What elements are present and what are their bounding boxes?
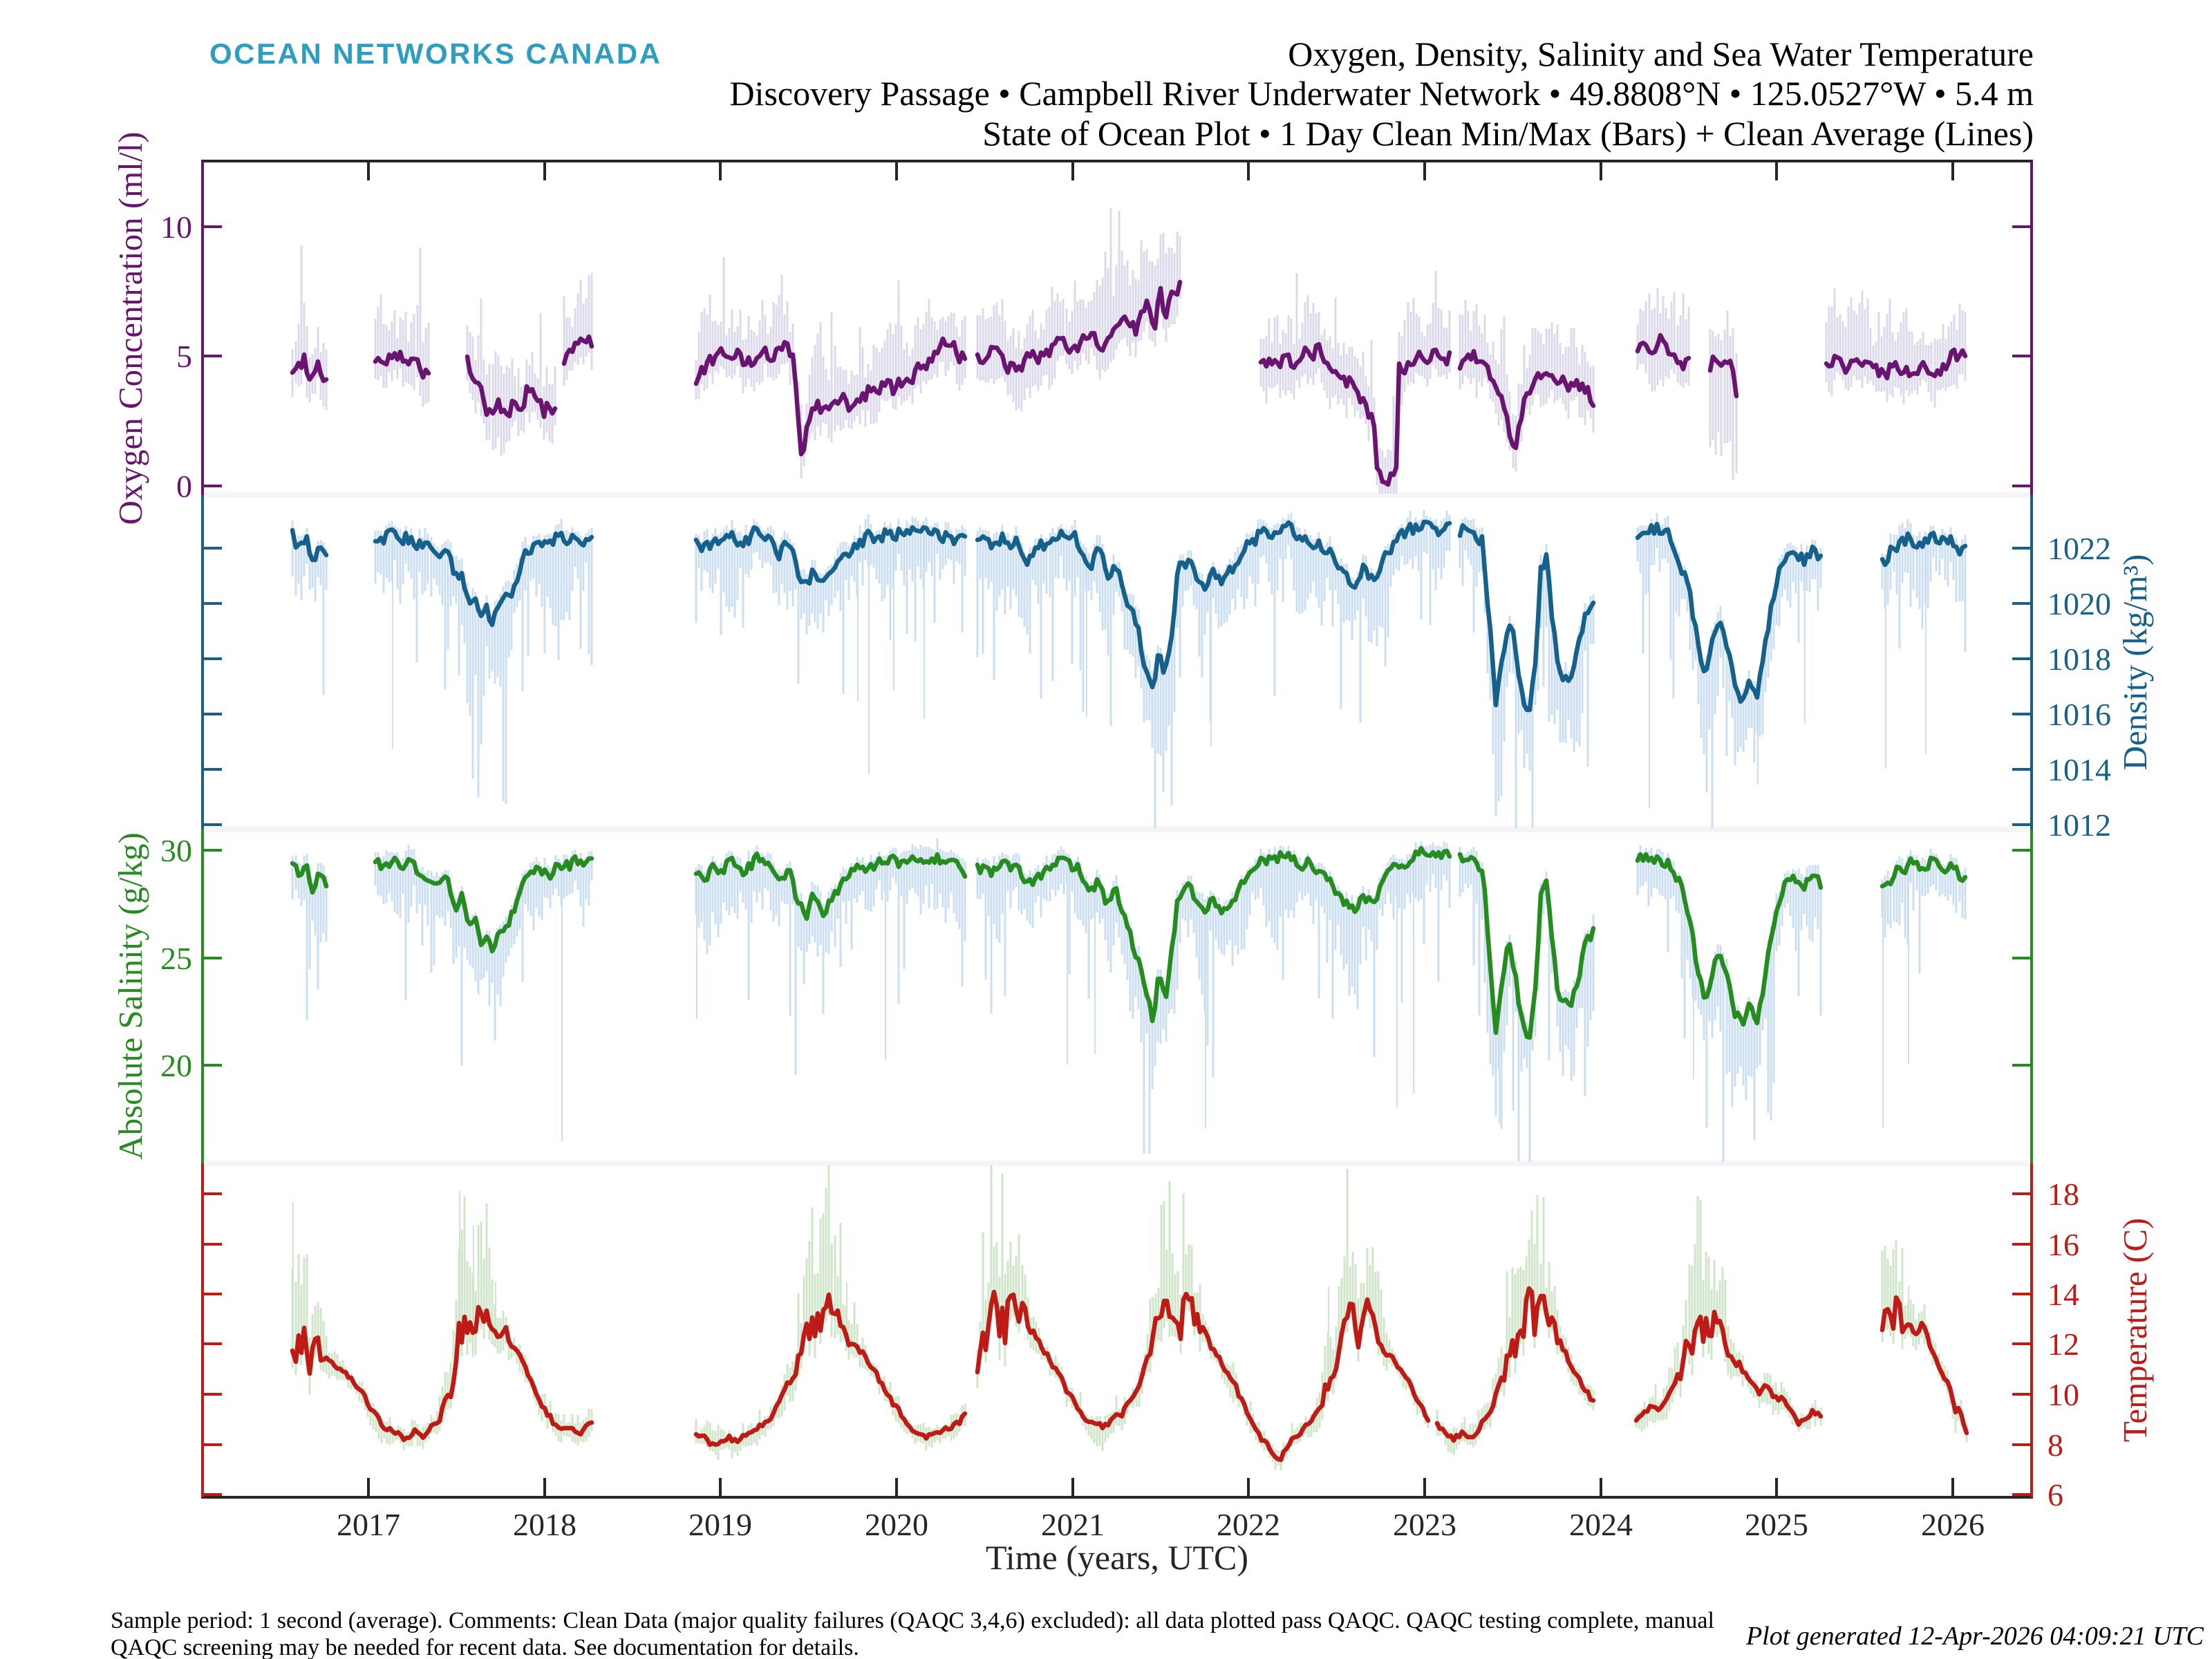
svg-text:Discovery Passage • Campbell R: Discovery Passage • Campbell River Under…	[729, 74, 2034, 113]
svg-text:2017: 2017	[337, 1507, 400, 1542]
svg-text:Density (kg/m³): Density (kg/m³)	[2116, 554, 2154, 771]
svg-text:10: 10	[160, 209, 192, 245]
svg-text:5: 5	[176, 339, 192, 374]
svg-text:8: 8	[2047, 1427, 2063, 1463]
svg-text:14: 14	[2047, 1277, 2079, 1312]
svg-text:1018: 1018	[2047, 641, 2111, 677]
svg-text:1016: 1016	[2047, 697, 2111, 732]
svg-text:Time (years, UTC): Time (years, UTC)	[986, 1538, 1248, 1577]
svg-text:2022: 2022	[1217, 1507, 1280, 1542]
svg-text:12: 12	[2047, 1327, 2079, 1362]
svg-text:1014: 1014	[2047, 752, 2111, 787]
svg-text:QAQC screening may be needed f: QAQC screening may be needed for recent …	[111, 1635, 859, 1659]
svg-text:State of Ocean Plot • 1 Day Cl: State of Ocean Plot • 1 Day Clean Min/Ma…	[982, 114, 2034, 153]
svg-text:20: 20	[160, 1048, 192, 1083]
svg-text:1022: 1022	[2047, 531, 2111, 566]
svg-text:2020: 2020	[865, 1507, 928, 1542]
svg-text:18: 18	[2047, 1177, 2079, 1212]
svg-text:6: 6	[2047, 1477, 2063, 1512]
svg-text:30: 30	[160, 833, 192, 868]
svg-text:2021: 2021	[1041, 1507, 1105, 1542]
svg-text:OCEAN NETWORKS CANADA: OCEAN NETWORKS CANADA	[209, 37, 662, 70]
svg-text:Temperature (C): Temperature (C)	[2116, 1218, 2154, 1442]
svg-text:Absolute Salinity (g/kg): Absolute Salinity (g/kg)	[111, 832, 149, 1160]
svg-text:1012: 1012	[2047, 807, 2111, 843]
svg-text:10: 10	[2047, 1377, 2079, 1412]
svg-text:Oxygen, Density, Salinity and: Oxygen, Density, Salinity and Sea Water …	[1288, 35, 2034, 73]
svg-text:25: 25	[160, 941, 192, 976]
svg-text:16: 16	[2047, 1227, 2079, 1262]
svg-text:0: 0	[176, 469, 192, 504]
svg-text:1020: 1020	[2047, 586, 2111, 621]
svg-text:2023: 2023	[1393, 1507, 1456, 1542]
svg-text:2026: 2026	[1921, 1507, 1985, 1542]
svg-text:Plot generated 12-Apr-2026 04:: Plot generated 12-Apr-2026 04:09:21 UTC	[1745, 1622, 2204, 1651]
svg-text:2025: 2025	[1745, 1507, 1808, 1542]
svg-text:Sample period: 1 second (avera: Sample period: 1 second (average). Comme…	[111, 1608, 1714, 1633]
svg-text:2018: 2018	[513, 1507, 577, 1542]
svg-text:2019: 2019	[688, 1507, 752, 1542]
svg-text:2024: 2024	[1569, 1507, 1633, 1542]
svg-text:Oxygen Concentration (ml/l): Oxygen Concentration (ml/l)	[111, 132, 149, 525]
